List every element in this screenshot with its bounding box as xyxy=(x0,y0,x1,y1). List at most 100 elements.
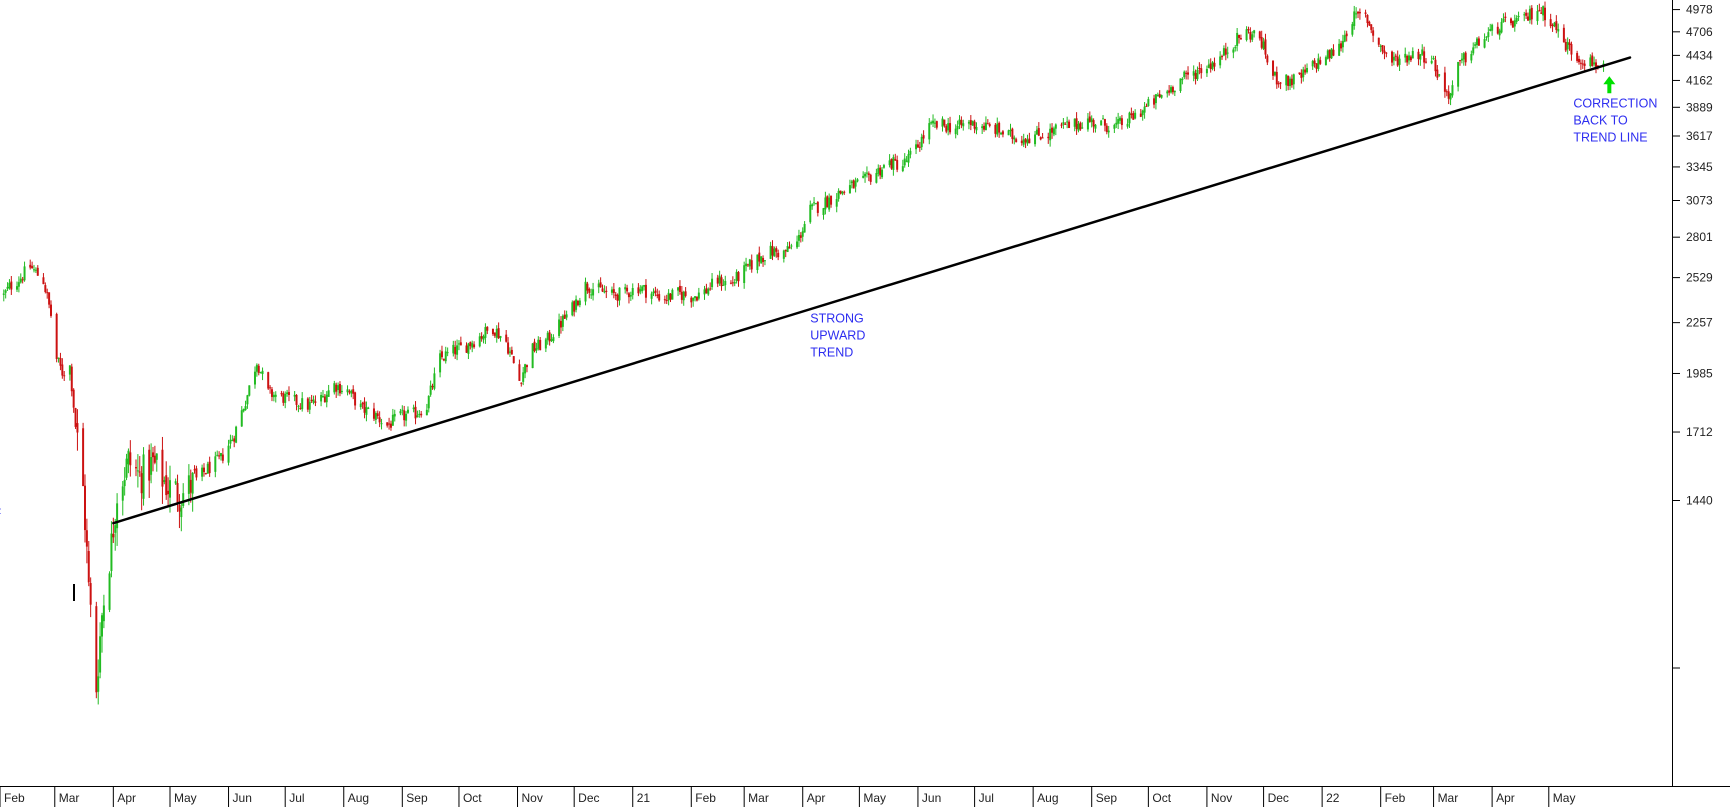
x-tick-label: Dec xyxy=(1268,791,1289,805)
candle-body xyxy=(735,271,738,281)
x-tick-label: Nov xyxy=(522,791,543,805)
candle-body xyxy=(745,263,748,267)
candle-body xyxy=(724,280,727,286)
candle-body xyxy=(1449,93,1452,100)
candle-body xyxy=(1345,33,1348,37)
candle-body xyxy=(399,411,402,414)
candle-body xyxy=(1476,38,1479,46)
candle-body xyxy=(1425,61,1428,63)
annotation-trend: STRONG UPWARD TREND xyxy=(810,312,865,360)
candle-body xyxy=(1049,128,1052,141)
candle-body xyxy=(1077,123,1080,131)
candle-body xyxy=(42,277,45,285)
candle-body xyxy=(1578,58,1581,63)
candle-body xyxy=(563,314,566,319)
candle-body xyxy=(1445,91,1448,93)
candle-body xyxy=(1126,123,1129,127)
candle-body xyxy=(340,390,343,393)
candle-body xyxy=(777,252,780,258)
candle-body xyxy=(6,286,9,289)
candle-body xyxy=(941,118,944,127)
candle-body xyxy=(359,403,362,408)
candle-body xyxy=(1311,61,1314,67)
candle-body xyxy=(881,169,884,178)
candle-body xyxy=(1355,13,1358,15)
x-tick-label: Jul xyxy=(289,791,304,805)
candle-body xyxy=(176,483,179,503)
candle-body xyxy=(809,204,812,223)
candle-body xyxy=(1179,78,1182,92)
trend-line xyxy=(112,56,1632,525)
candle-body xyxy=(1570,44,1573,55)
candle-body xyxy=(1517,15,1520,18)
candle-body xyxy=(654,290,657,293)
candle-body xyxy=(1051,127,1054,133)
candle-body xyxy=(1013,137,1016,140)
candle-body xyxy=(110,533,113,571)
candle-body xyxy=(588,288,591,293)
candle-body xyxy=(1064,123,1067,125)
candle-body xyxy=(890,158,893,169)
candle-body xyxy=(1472,47,1475,54)
candle-body xyxy=(1595,62,1598,67)
candle-body xyxy=(1279,82,1282,84)
candle-body xyxy=(388,423,391,425)
candle-body xyxy=(592,289,595,296)
candle-body xyxy=(1391,51,1394,63)
candle-body xyxy=(1232,49,1235,53)
candle-body xyxy=(930,122,933,124)
candle-body xyxy=(1396,56,1399,66)
candle-body xyxy=(1591,55,1594,66)
up-arrow-icon xyxy=(1603,76,1616,94)
candle-body xyxy=(1406,55,1409,63)
candle-body xyxy=(352,389,355,394)
candle-body xyxy=(1073,118,1076,127)
candle-body xyxy=(44,285,47,293)
candle-body xyxy=(909,150,912,155)
candle-body xyxy=(1226,52,1229,54)
candle-body xyxy=(658,294,661,301)
candle-body xyxy=(420,413,423,416)
candle-body xyxy=(229,439,232,444)
candle-body xyxy=(512,356,515,363)
candle-body xyxy=(418,413,421,416)
candle-body xyxy=(1249,31,1252,40)
candle-body xyxy=(148,449,151,481)
candle-body xyxy=(72,389,75,408)
candle-body xyxy=(480,335,483,339)
candle-body xyxy=(301,398,304,410)
x-axis: Feb Mar Apr May Jun Jul Aug Sep Oct Nov Dec 21 Feb Ma… xyxy=(0,786,1575,807)
candle-body xyxy=(533,341,536,352)
candle-body xyxy=(1583,63,1586,66)
candle-body xyxy=(314,401,317,403)
candle-body xyxy=(709,288,712,290)
candle-body xyxy=(1039,137,1042,140)
candle-body xyxy=(293,394,296,397)
candle-body xyxy=(535,348,538,351)
candle-body xyxy=(718,275,721,284)
candle-body xyxy=(1536,11,1539,22)
candle-body xyxy=(391,414,394,426)
candle-body xyxy=(338,383,341,394)
candle-body xyxy=(136,470,139,472)
candle-body xyxy=(981,126,984,129)
candle-body xyxy=(1525,12,1528,16)
candle-body xyxy=(973,121,976,129)
candle-body xyxy=(1421,49,1424,55)
candle-body xyxy=(1542,6,1545,16)
candle-body xyxy=(1432,58,1435,60)
candle-body xyxy=(667,292,670,301)
candle-body xyxy=(233,438,236,442)
candle-body xyxy=(799,235,802,238)
candle-body xyxy=(1170,87,1173,93)
candle-body xyxy=(68,365,71,375)
candle-body xyxy=(558,319,561,336)
candle-body xyxy=(1417,51,1420,60)
candle-body xyxy=(1185,72,1188,74)
candle-body xyxy=(431,385,434,388)
candle-body xyxy=(297,405,300,407)
candle-body xyxy=(1113,124,1116,129)
candle-body xyxy=(270,389,273,397)
